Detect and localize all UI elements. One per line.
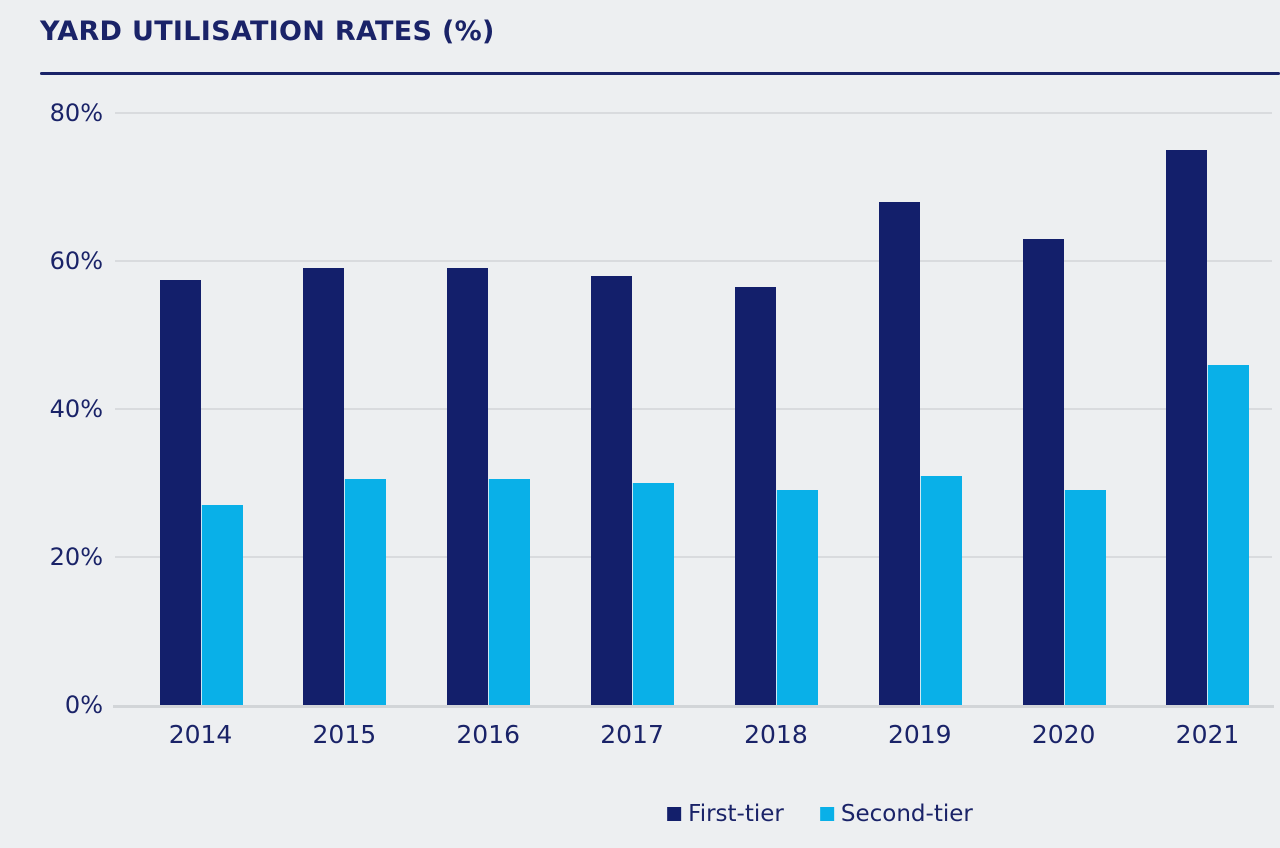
x-axis-line xyxy=(113,705,1274,708)
bar-second-tier-2016 xyxy=(488,479,531,705)
bar-first-tier-2019 xyxy=(878,201,920,705)
y-tick-label-20: 20% xyxy=(49,543,103,571)
gridline-40 xyxy=(115,408,1272,410)
y-tick-label-0: 0% xyxy=(64,691,103,719)
legend-swatch-first-tier-icon xyxy=(667,807,682,821)
x-tick-label-2021: 2021 xyxy=(1175,720,1240,749)
x-tick-label-2020: 2020 xyxy=(1031,720,1096,749)
bar-first-tier-2020 xyxy=(1022,238,1064,705)
x-tick-label-2016: 2016 xyxy=(456,720,521,749)
bar-second-tier-2014 xyxy=(200,505,243,705)
legend-label-first-tier: First-tier xyxy=(688,801,784,827)
legend-item-second-tier: Second-tier xyxy=(819,801,973,827)
chart-legend: First-tier Second-tier xyxy=(667,801,973,827)
legend-swatch-second-tier-icon xyxy=(819,807,834,821)
y-tick-label-80: 80% xyxy=(49,99,103,127)
gridline-20 xyxy=(115,556,1272,558)
x-tick-label-2015: 2015 xyxy=(312,720,377,749)
bar-first-tier-2021 xyxy=(1166,150,1208,705)
x-tick-label-2014: 2014 xyxy=(168,720,233,749)
bar-first-tier-2018 xyxy=(734,286,776,705)
legend-item-first-tier: First-tier xyxy=(667,801,784,827)
bar-second-tier-2020 xyxy=(1063,490,1106,705)
y-tick-label-60: 60% xyxy=(49,247,103,275)
legend-label-second-tier: Second-tier xyxy=(840,801,973,827)
x-tick-label-2019: 2019 xyxy=(887,720,952,749)
bar-second-tier-2015 xyxy=(344,479,387,705)
bar-first-tier-2014 xyxy=(159,279,201,705)
bar-first-tier-2017 xyxy=(591,275,633,705)
bar-first-tier-2016 xyxy=(447,268,489,705)
page-title: YARD UTILISATION RATES (%) xyxy=(40,16,495,47)
bar-second-tier-2021 xyxy=(1207,364,1250,705)
gridline-60 xyxy=(115,260,1272,262)
bar-second-tier-2019 xyxy=(919,475,962,705)
bar-second-tier-2018 xyxy=(775,490,818,705)
bar-second-tier-2017 xyxy=(632,483,675,705)
title-underline xyxy=(40,72,1280,75)
gridline-80 xyxy=(115,112,1272,114)
x-tick-label-2017: 2017 xyxy=(600,720,664,749)
bar-first-tier-2015 xyxy=(303,268,345,705)
y-tick-label-40: 40% xyxy=(49,395,103,423)
x-tick-label-2018: 2018 xyxy=(744,720,808,749)
